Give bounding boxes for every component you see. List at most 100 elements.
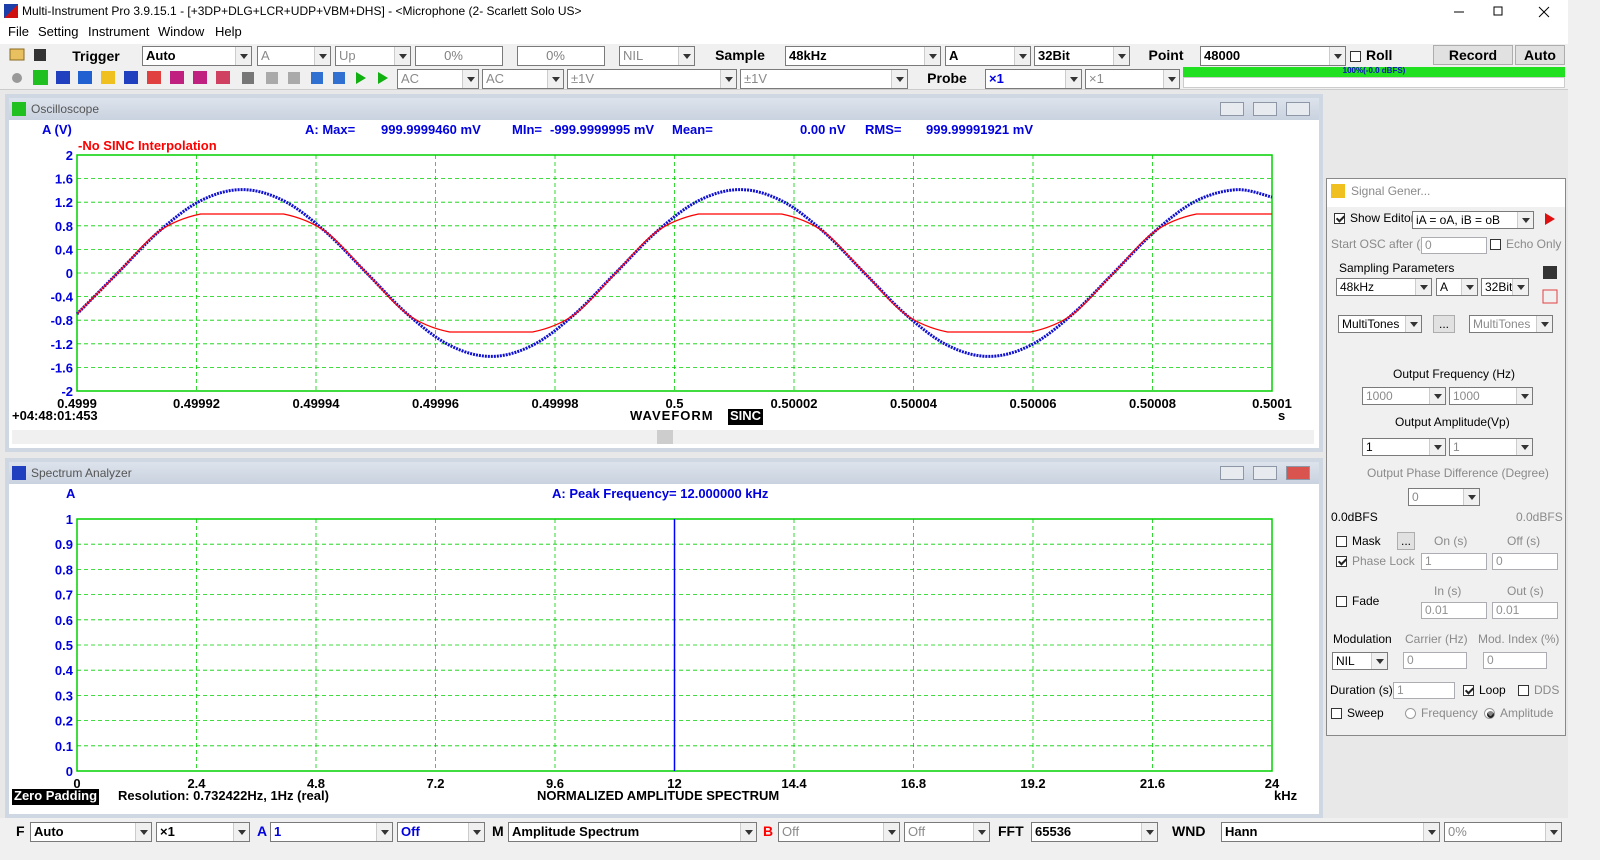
scrollbar[interactable] xyxy=(12,430,1314,444)
radio-button[interactable]: Frequency xyxy=(1405,705,1478,723)
close-button[interactable] xyxy=(1286,466,1310,480)
input-box[interactable]: 1 xyxy=(1393,682,1455,699)
check-mark[interactable] xyxy=(1490,239,1501,250)
minimize-button[interactable] xyxy=(1220,102,1244,116)
combo-box[interactable]: A xyxy=(1436,278,1478,296)
spin-box[interactable]: 0% xyxy=(517,46,605,66)
check-mark[interactable] xyxy=(1331,708,1342,719)
combo-box[interactable]: A xyxy=(257,46,331,66)
dropdown-arrow[interactable] xyxy=(1545,823,1561,841)
input-box[interactable]: 0 xyxy=(1492,553,1558,570)
button[interactable]: ... xyxy=(1433,315,1455,333)
dropdown-arrow[interactable] xyxy=(1415,279,1431,295)
combo-box[interactable]: AC xyxy=(397,69,479,89)
combo-box[interactable]: MultiTones xyxy=(1469,315,1553,333)
combo-box[interactable]: ×1 xyxy=(156,822,250,842)
radio-mark[interactable] xyxy=(1405,708,1416,719)
window-controls[interactable] xyxy=(1440,0,1568,24)
radio-button[interactable]: Amplitude xyxy=(1484,705,1553,723)
combo-box[interactable]: NIL xyxy=(619,46,695,66)
combo-box[interactable]: ±1V xyxy=(567,69,737,89)
input-box[interactable]: 1 xyxy=(1421,553,1487,570)
restore-button[interactable] xyxy=(1253,102,1277,116)
checkbox[interactable]: Loop xyxy=(1463,682,1506,700)
dropdown-arrow[interactable] xyxy=(973,823,989,841)
dropdown-arrow[interactable] xyxy=(1512,279,1528,295)
dropdown-arrow[interactable] xyxy=(1516,388,1532,404)
combo-box[interactable]: 1000 xyxy=(1449,387,1533,405)
button[interactable]: Record xyxy=(1433,45,1513,65)
combo-box[interactable]: Off xyxy=(397,822,485,842)
combo-box[interactable]: Off xyxy=(904,822,990,842)
checkbox[interactable]: DDS xyxy=(1518,682,1559,700)
dropdown-arrow[interactable] xyxy=(1405,316,1421,332)
dropdown-arrow[interactable] xyxy=(376,823,392,841)
dropdown-arrow[interactable] xyxy=(235,47,251,65)
combo-box[interactable]: MultiTones xyxy=(1338,315,1422,333)
scroll-thumb[interactable] xyxy=(657,430,673,444)
combo-box[interactable]: ×1 xyxy=(1085,69,1180,89)
dropdown-arrow[interactable] xyxy=(1429,388,1445,404)
dropdown-arrow[interactable] xyxy=(1113,47,1129,65)
combo-box[interactable]: 0% xyxy=(1444,822,1562,842)
dropdown-arrow[interactable] xyxy=(135,823,151,841)
check-mark[interactable] xyxy=(1350,51,1361,62)
combo-box[interactable]: 0 xyxy=(1408,488,1480,506)
close-button[interactable] xyxy=(1286,102,1310,116)
combo-box[interactable]: 65536 xyxy=(1031,822,1158,842)
dropdown-arrow[interactable] xyxy=(1329,47,1345,65)
combo-box[interactable]: Amplitude Spectrum xyxy=(508,822,757,842)
dropdown-arrow[interactable] xyxy=(547,70,563,88)
combo-box[interactable]: 1 xyxy=(270,822,393,842)
dropdown-arrow[interactable] xyxy=(462,70,478,88)
dropdown-arrow[interactable] xyxy=(678,47,694,65)
dropdown-arrow[interactable] xyxy=(1163,70,1179,88)
input-box[interactable]: 0 xyxy=(1421,237,1487,254)
combo-box[interactable]: 32Bit xyxy=(1481,278,1529,296)
dropdown-arrow[interactable] xyxy=(1536,316,1552,332)
spin-box[interactable]: 0% xyxy=(415,46,503,66)
combo-box[interactable]: AC xyxy=(482,69,564,89)
combo-box[interactable]: Auto xyxy=(30,822,152,842)
check-mark[interactable] xyxy=(1518,685,1529,696)
dropdown-arrow[interactable] xyxy=(924,47,940,65)
dropdown-arrow[interactable] xyxy=(1516,439,1532,455)
dropdown-arrow[interactable] xyxy=(891,70,907,88)
dropdown-arrow[interactable] xyxy=(1423,823,1439,841)
check-mark[interactable] xyxy=(1336,596,1347,607)
dropdown-arrow[interactable] xyxy=(468,823,484,841)
combo-box[interactable]: 1 xyxy=(1449,438,1533,456)
combo-box[interactable]: 48kHz xyxy=(1336,278,1432,296)
check-mark[interactable] xyxy=(1463,685,1474,696)
checkbox[interactable]: Phase Lock xyxy=(1336,553,1415,571)
checkbox[interactable]: Sweep xyxy=(1331,705,1384,723)
checkbox[interactable]: Echo Only xyxy=(1490,236,1561,254)
input-box[interactable]: 0 xyxy=(1483,652,1547,669)
check-mark[interactable] xyxy=(1336,556,1347,567)
input-box[interactable]: 0.01 xyxy=(1421,602,1487,619)
combo-box[interactable]: Up xyxy=(335,46,411,66)
check-mark[interactable] xyxy=(1336,536,1347,547)
dropdown-arrow[interactable] xyxy=(1461,279,1477,295)
checkbox[interactable]: Mask xyxy=(1336,533,1381,551)
combo-box[interactable]: Auto xyxy=(142,46,252,66)
dropdown-arrow[interactable] xyxy=(1141,823,1157,841)
combo-box[interactable]: 1000 xyxy=(1362,387,1446,405)
combo-box[interactable]: 1 xyxy=(1362,438,1446,456)
button[interactable]: Auto xyxy=(1515,45,1565,65)
generator-buttons[interactable] xyxy=(1540,208,1562,308)
dropdown-arrow[interactable] xyxy=(720,70,736,88)
checkbox[interactable]: Roll xyxy=(1350,46,1430,66)
check-mark[interactable] xyxy=(1334,213,1345,224)
combo-box[interactable]: 48000 xyxy=(1200,46,1346,66)
checkbox[interactable]: Show Editor xyxy=(1334,210,1415,228)
radio-mark[interactable] xyxy=(1484,708,1495,719)
dropdown-arrow[interactable] xyxy=(1463,489,1479,505)
combo-box[interactable]: A xyxy=(945,46,1031,66)
dropdown-arrow[interactable] xyxy=(394,47,410,65)
combo-box[interactable]: Hann xyxy=(1221,822,1440,842)
combo-box[interactable]: ±1V xyxy=(740,69,908,89)
combo-box[interactable]: NIL xyxy=(1332,652,1388,670)
input-box[interactable]: 0 xyxy=(1403,652,1467,669)
input-box[interactable]: 0.01 xyxy=(1492,602,1558,619)
